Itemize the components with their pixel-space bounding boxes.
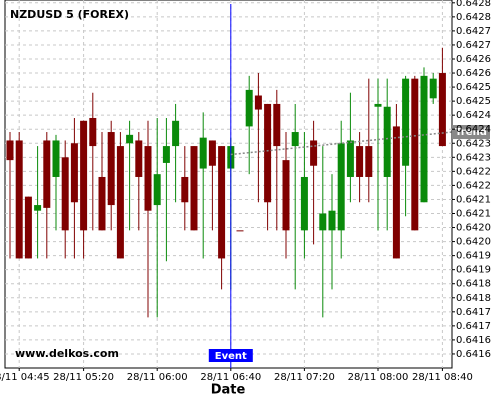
candle-body: [43, 140, 51, 208]
candle-body: [153, 174, 161, 206]
y-tick-label: 0.6428: [456, 12, 491, 23]
y-tick-label: 0.6417: [456, 321, 491, 332]
candle-body: [291, 132, 299, 147]
candle-body: [429, 78, 437, 99]
y-tick-label: 0.6427: [456, 40, 491, 51]
y-tick-label: 0.6422: [456, 180, 491, 191]
chart-title: NZDUSD 5 (FOREX): [10, 8, 129, 21]
y-tick-label: 0.6425: [456, 82, 491, 93]
x-tick-label: 28/11 08:40: [412, 372, 473, 383]
y-tick-label: 0.6420: [456, 223, 491, 234]
x-tick-label: 28/11 05:20: [53, 372, 114, 383]
candle-body: [208, 140, 216, 166]
candle-body: [264, 103, 272, 203]
candle-body: [52, 140, 60, 177]
candle-body: [6, 140, 14, 161]
y-tick-label: 0.6424: [456, 110, 491, 121]
candle-body: [70, 143, 78, 203]
candle-body: [98, 176, 106, 231]
candle-body: [346, 140, 354, 177]
candle-body: [34, 205, 42, 211]
candle-body: [116, 146, 124, 259]
candle-body: [80, 120, 88, 231]
candle-body: [383, 106, 391, 177]
candle-body: [282, 160, 290, 231]
x-axis-label: Date: [211, 383, 246, 398]
y-tick-label: 0.6416: [456, 349, 491, 360]
y-tick-label: 0.6423: [456, 152, 491, 163]
candle-body: [245, 89, 253, 127]
trend-label: Trend: [455, 127, 487, 138]
candle-body: [181, 176, 189, 203]
candle-body: [402, 78, 410, 166]
candle-body: [337, 143, 345, 231]
candle-body: [365, 146, 373, 177]
y-tick-label: 0.6421: [456, 194, 491, 205]
y-tick-label: 0.6423: [456, 138, 491, 149]
y-tick-label: 0.6427: [456, 26, 491, 37]
candle-body: [190, 146, 198, 231]
y-tick-label: 0.6419: [456, 265, 491, 276]
candle-body: [172, 120, 180, 147]
candle-body: [15, 140, 23, 259]
y-tick-label: 0.6426: [456, 68, 491, 79]
candle-body: [126, 134, 134, 144]
candle-body: [420, 75, 428, 203]
trend-label-box: [452, 125, 490, 140]
watermark: www.delkos.com: [15, 347, 119, 360]
y-tick-label: 0.6417: [456, 307, 491, 318]
y-tick-label: 0.6425: [456, 96, 491, 107]
y-tick-label: 0.6424: [456, 124, 491, 135]
x-tick-label: 28/11 07:20: [274, 372, 335, 383]
candles: [6, 47, 446, 318]
candle-body: [374, 103, 382, 107]
y-tick-label: 0.6416: [456, 335, 491, 346]
candle-body: [254, 95, 262, 110]
candle-body: [89, 117, 97, 147]
candle-body: [107, 132, 115, 206]
candle-body: [199, 137, 207, 169]
candle-body: [411, 78, 419, 231]
candle-body: [218, 146, 226, 259]
candle-body: [162, 146, 170, 163]
x-tick-label: 28/11 06:00: [127, 372, 188, 383]
candle-body: [135, 140, 143, 177]
x-tick-label: 28/11 06:40: [200, 372, 261, 383]
y-tick-label: 0.6426: [456, 54, 491, 65]
candle-body: [438, 73, 446, 147]
trend-line: [230, 131, 453, 156]
y-tick-label: 0.6420: [456, 237, 491, 248]
event-label: Event: [215, 351, 247, 362]
candle-body: [310, 140, 318, 166]
candle-body: [319, 213, 327, 231]
y-tick-label: 0.6422: [456, 166, 491, 177]
candle-body: [24, 196, 32, 259]
y-tick-label: 0.6419: [456, 251, 491, 262]
candle-body: [328, 210, 336, 231]
candle-body: [300, 176, 308, 231]
candle-body: [273, 103, 281, 147]
y-tick-label: 0.6428: [456, 0, 491, 9]
candle-body: [236, 230, 244, 232]
y-tick-label: 0.6418: [456, 293, 491, 304]
x-tick-label: 28/11 04:45: [0, 372, 50, 383]
x-tick-label: 28/11 08:00: [348, 372, 409, 383]
y-tick-label: 0.6421: [456, 208, 491, 219]
candle-body: [144, 146, 152, 211]
candle-body: [392, 126, 400, 259]
candle-body: [356, 146, 364, 177]
y-tick-label: 0.6418: [456, 279, 491, 290]
event-label-box: [208, 349, 253, 362]
annotations: Event Trend: [208, 4, 490, 368]
candle-body: [61, 157, 69, 231]
